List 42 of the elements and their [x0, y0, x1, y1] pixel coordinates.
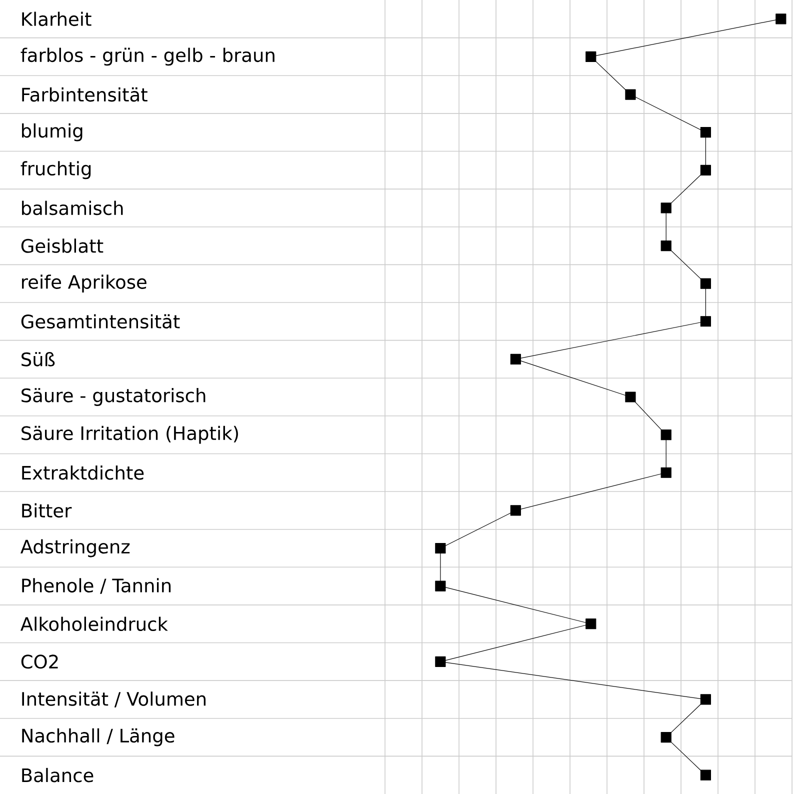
point — [660, 430, 672, 440]
point — [586, 51, 596, 62]
point — [435, 656, 446, 667]
y-tick-label: Extraktdichte — [22, 465, 144, 480]
point — [660, 240, 672, 252]
point — [700, 770, 711, 780]
point — [776, 14, 786, 24]
point — [625, 392, 636, 402]
point — [660, 732, 672, 743]
y-tick-label: Nachhall / Länge — [22, 728, 174, 746]
y-tick-label: balsamisch — [22, 200, 123, 216]
point — [700, 164, 711, 176]
point — [660, 467, 672, 478]
y-tick-label: Süß — [22, 352, 55, 366]
point — [700, 278, 711, 289]
point — [700, 127, 711, 138]
y-tick-label: CO2 — [21, 654, 58, 669]
point — [625, 89, 636, 100]
y-tick-label: Säure Irritation (Haptik) — [22, 426, 238, 444]
y-tick-label: Balance — [22, 768, 94, 782]
y-tick-label: reife Aprikose — [22, 274, 146, 293]
y-tick-label: Intensität / Volumen — [22, 692, 206, 708]
point — [586, 618, 596, 630]
y-tick-label: Bitter — [22, 503, 72, 518]
point — [510, 505, 521, 516]
y-tick-label: Farbintensität — [22, 87, 148, 102]
y-tick-label: Klarheit — [22, 12, 92, 26]
point — [660, 202, 672, 214]
y-tick-label: blumig — [22, 123, 82, 142]
y-tick-label: Phenole / Tannin — [22, 578, 171, 594]
y-tick-label: Adstringenz — [20, 539, 130, 558]
y-tick-label: fruchtig — [20, 161, 91, 180]
point — [435, 542, 446, 554]
point — [700, 316, 711, 327]
point — [435, 580, 446, 592]
point — [510, 354, 521, 364]
y-tick-label: Säure - gustatorisch — [22, 388, 206, 406]
y-tick-label: Geisblatt — [21, 238, 104, 253]
y-tick-label: Alkoholeindruck — [20, 616, 168, 632]
y-tick-label: Gesamtintensität — [21, 314, 180, 329]
y-tick-label: farblos - grün - gelb - braun — [20, 48, 274, 66]
point — [700, 694, 711, 705]
